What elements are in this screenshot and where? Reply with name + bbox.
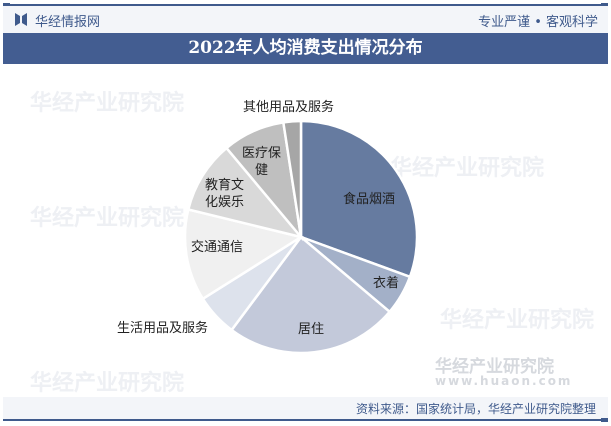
pie-slice-5 — [186, 146, 305, 240]
watermark: 华经产业研究院 — [390, 156, 545, 181]
label-clothing: 衣着 — [373, 276, 400, 291]
label-education: 教育文 化娱乐 — [205, 178, 245, 210]
pie-slice-4 — [183, 207, 305, 301]
chart-title: 2022年人均消费支出情况分布 — [188, 38, 423, 58]
header-bar: 华经情报网 专业严谨 • 客观科学 — [3, 6, 608, 33]
label-housing: 居住 — [298, 322, 325, 337]
watermark-logo-text: 华经产业研究院 — [435, 357, 554, 377]
top-rule — [3, 3, 608, 7]
label-health: 医疗保 健 — [242, 146, 282, 178]
watermark-url: www.huaon.com — [435, 374, 573, 388]
label-transport: 交通通信 — [191, 240, 244, 255]
label-other: 其他用品及服务 — [243, 100, 335, 115]
source-note: 资料来源：国家统计局，华经产业研究院整理 — [355, 402, 596, 416]
bottom-rule — [3, 418, 608, 422]
watermark: 华经产业研究院 — [30, 206, 185, 231]
watermark: 华经产业研究院 — [30, 371, 185, 396]
label-food: 食品烟酒 — [343, 192, 396, 207]
brand-name: 华经情报网 — [35, 15, 101, 30]
footer-bar: 资料来源：国家统计局，华经产业研究院整理 — [3, 397, 608, 419]
pie-slice-7 — [281, 119, 303, 238]
slogan: 专业严谨 • 客观科学 — [478, 15, 598, 30]
logo-icon — [15, 13, 27, 26]
watermark: 华经产业研究院 — [30, 91, 185, 116]
pie-slice-0 — [299, 119, 419, 279]
pie-slice-2 — [229, 235, 392, 355]
watermark: 华经产业研究院 — [440, 308, 595, 333]
title-bar: 2022年人均消费支出情况分布 — [3, 33, 608, 64]
label-household: 生活用品及服务 — [117, 321, 209, 336]
